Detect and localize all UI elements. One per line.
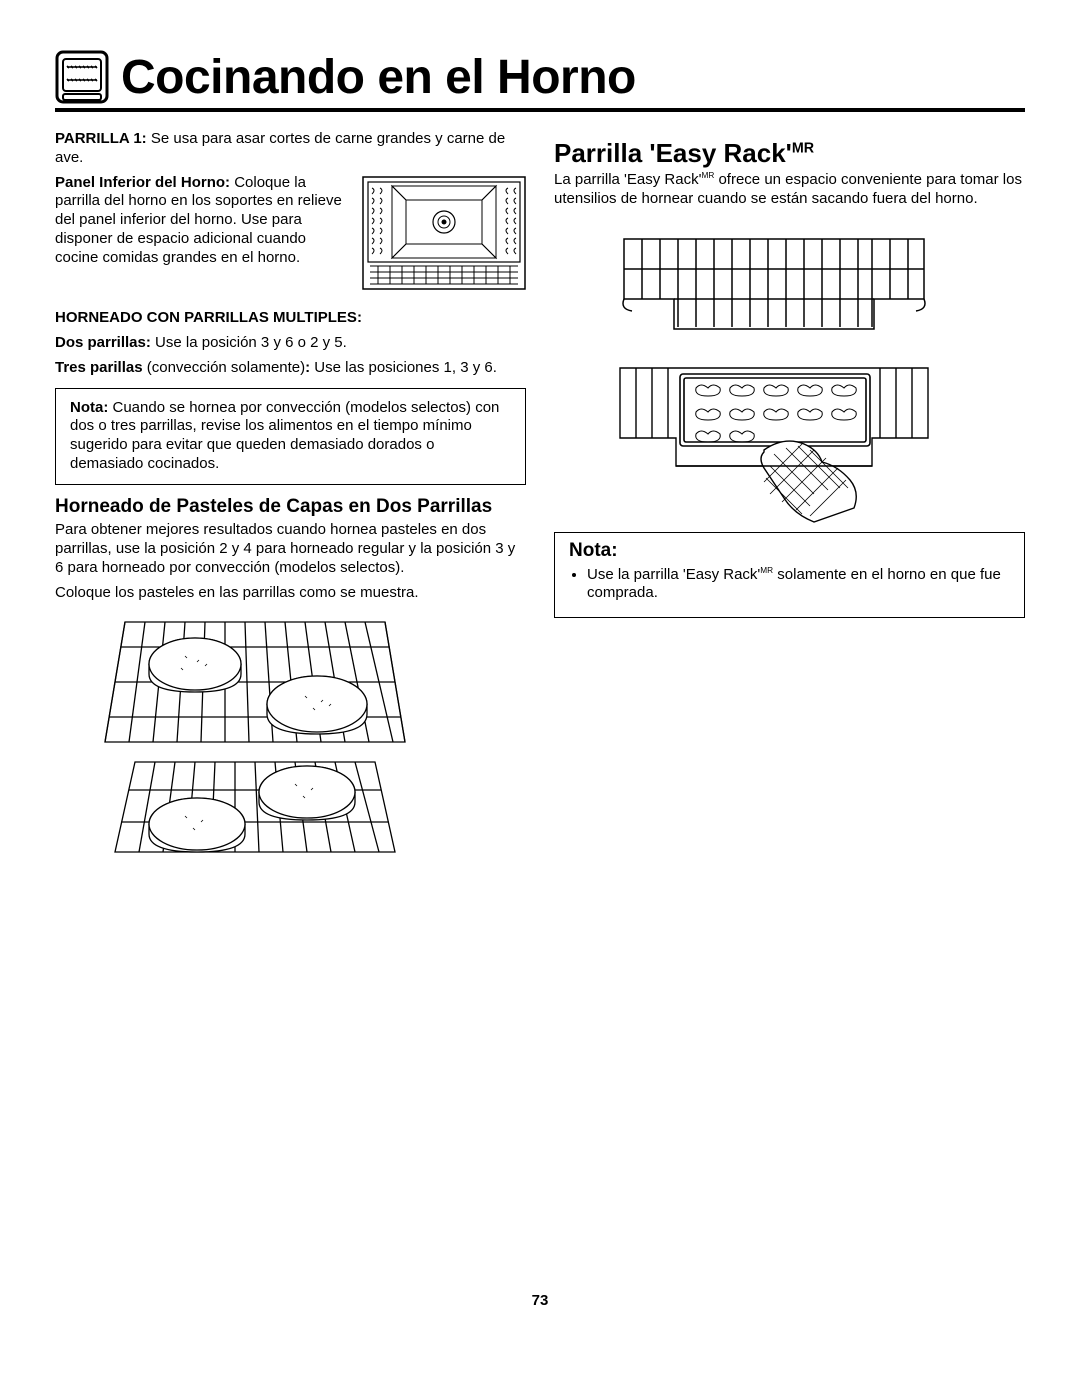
tres-parrillas-text: Use las posiciones 1, 3 y 6. <box>310 359 497 376</box>
dos-parrillas-paragraph: Dos parrillas: Use la posición 3 y 6 o 2… <box>55 334 526 353</box>
oven-icon <box>55 50 109 104</box>
convection-note-box: Nota: Cuando se hornea por convección (m… <box>55 388 526 485</box>
easy-rack-note-box: Nota: Use la parrilla 'Easy Rack'MR sola… <box>554 532 1025 618</box>
tres-parrillas-paragraph: Tres parillas (convección solamente): Us… <box>55 359 526 378</box>
page-number: 73 <box>55 1292 1025 1311</box>
oven-interior-figure <box>362 176 526 296</box>
dos-parrillas-label: Dos parrillas: <box>55 334 151 351</box>
page-header: Cocinando en el Horno <box>55 50 1025 112</box>
note-text: Cuando se hornea por convección (modelos… <box>70 399 499 472</box>
left-column: PARRILLA 1: Se usa para asar cortes de c… <box>55 130 526 872</box>
right-column: Parrilla 'Easy Rack'MR La parrilla 'Easy… <box>554 130 1025 872</box>
nota-heading: Nota: <box>569 541 1010 562</box>
easy-rack-figure <box>614 229 1025 344</box>
parrilla1-paragraph: PARRILLA 1: Se usa para asar cortes de c… <box>55 130 526 168</box>
cakes-on-racks-figure <box>85 612 526 862</box>
easy-rack-heading: Parrilla 'Easy Rack'MR <box>554 140 1025 167</box>
cookie-sheet-figure <box>614 354 1025 524</box>
mr-superscript: MR <box>792 140 814 156</box>
note-label: Nota: <box>70 399 108 416</box>
easy-rack-description: La parrilla 'Easy Rack'MR ofrece un espa… <box>554 171 1025 209</box>
horneado-heading: Horneado de Pasteles de Capas en Dos Par… <box>55 497 526 518</box>
tres-parrillas-mid: (convección solamente) <box>143 359 306 376</box>
horneado-p1: Para obtener mejores resultados cuando h… <box>55 521 526 577</box>
tres-parrillas-label: Tres parillas <box>55 359 143 376</box>
horneado-p2: Coloque los pasteles en las parrillas co… <box>55 584 526 603</box>
panel-inferior-label: Panel Inferior del Horno: <box>55 174 230 191</box>
nota-list-item: Use la parrilla 'Easy Rack'MR solamente … <box>587 566 1010 604</box>
page-title: Cocinando en el Horno <box>121 54 636 102</box>
dos-parrillas-text: Use la posición 3 y 6 o 2 y 5. <box>151 334 347 351</box>
parrilla1-label: PARRILLA 1: <box>55 130 147 147</box>
multi-rack-label: HORNEADO CON PARRILLAS MULTIPLES: <box>55 309 526 328</box>
